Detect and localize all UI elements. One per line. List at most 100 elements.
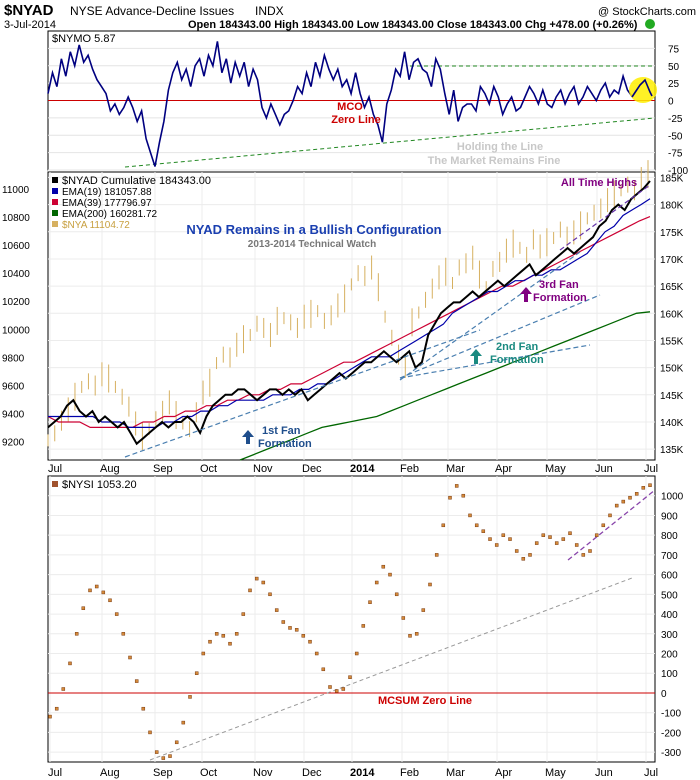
nysi-point	[61, 687, 66, 691]
nysi-xtick-label: Jul	[48, 767, 62, 779]
nysi-point	[201, 651, 206, 656]
mco-label: MCO	[337, 101, 363, 113]
nyad-xtick-label: Feb	[400, 463, 419, 475]
nysi-point	[194, 671, 199, 675]
nysi-point	[488, 537, 492, 541]
nysi-point	[74, 632, 79, 636]
nysi-point	[374, 580, 379, 585]
market-fine-label: The Market Remains Fine	[428, 155, 561, 167]
nymo-y-axis: 75 50 25 0 -25 -50 -75 -100	[668, 44, 688, 177]
nymo-support-line	[124, 117, 656, 168]
nysi-ytick-label: 100	[661, 669, 678, 680]
nysi-point	[68, 661, 72, 666]
legend-ema200: EMA(200) 160281.72	[62, 209, 158, 220]
nysi-point	[294, 628, 299, 632]
nysi-point	[581, 553, 586, 557]
nysi-ytick-label: 1000	[661, 492, 684, 503]
zero-line-label: Zero Line	[331, 114, 381, 126]
ema39-line	[47, 216, 651, 428]
nysi-point	[288, 626, 292, 630]
nysi-point	[214, 632, 219, 636]
nyad-cumulative-line	[47, 180, 651, 446]
nysi-ytick-label: 800	[661, 531, 678, 542]
ema200-line	[239, 311, 651, 461]
mcsum-zero-label: MCSUM Zero Line	[378, 695, 472, 707]
nyad-left-tick-label: 10800	[2, 213, 30, 224]
nysi-point	[208, 639, 212, 644]
nyad-right-axis: 185K 180K 175K 170K 165K 160K 155K 150K 145K 140K…	[660, 173, 684, 456]
nysi-xtick-label: Jul	[644, 767, 658, 779]
nyad-left-tick-label: 9400	[2, 410, 25, 421]
nysi-point	[421, 608, 426, 612]
nysi-point	[394, 592, 399, 597]
nysi-point	[434, 553, 439, 557]
nyad-xtick-label: May	[545, 463, 566, 475]
nysi-point	[514, 549, 519, 553]
nysi-point	[328, 685, 332, 689]
nymo-highlight-line	[631, 78, 653, 98]
nysi-point	[601, 523, 606, 528]
nysi-point	[388, 572, 392, 577]
nysi-point	[174, 740, 179, 745]
nyad-right-tick-label: 155K	[660, 336, 684, 347]
nysi-point	[588, 549, 592, 553]
nysi-point	[314, 651, 319, 656]
nysi-point	[301, 634, 306, 638]
nysi-point	[254, 576, 259, 581]
nysi-trend-line	[567, 489, 656, 561]
nysi-point	[648, 483, 652, 487]
fan1-formation-label: Formation	[258, 438, 312, 450]
nysi-ytick-label: 900	[661, 511, 678, 522]
nysi-xtick-label: Aug	[100, 767, 120, 779]
fan3-label: 3rd Fan	[539, 279, 579, 291]
all-time-highs-label: All Time Highs	[561, 177, 637, 189]
fan-line-1	[124, 329, 481, 458]
nymo-panel: 75 50 25 0 -25 -50 -75 -100 $NYMO 5.87 MCO Zero…	[47, 30, 688, 177]
nyad-right-tick-label: 135K	[660, 445, 684, 456]
nyad-xtick-label: 2014	[350, 463, 375, 475]
nysi-point	[248, 588, 252, 593]
fan2-up-arrow-icon	[470, 349, 482, 364]
nyad-left-tick-label: 10600	[2, 241, 30, 252]
nysi-xtick-label: Mar	[446, 767, 465, 779]
nysi-point	[481, 529, 486, 533]
legend-ema39: EMA(39) 177796.97	[62, 198, 152, 209]
nysi-support-line	[149, 577, 633, 761]
fan3-formation-label: Formation	[533, 292, 587, 304]
nysi-xtick-label: Sep	[153, 767, 173, 779]
legend-nya: $NYA 11104.72	[62, 220, 130, 231]
nysi-ytick-label: -100	[661, 709, 681, 720]
nysi-point	[428, 582, 432, 587]
fan-line-2	[399, 294, 601, 379]
nysi-point	[381, 564, 386, 569]
nyad-right-tick-label: 170K	[660, 255, 684, 266]
nymo-ytick-label: -100	[668, 166, 688, 177]
nyad-xtick-label: Oct	[200, 463, 217, 475]
nysi-point	[494, 543, 499, 547]
nysi-point	[521, 557, 526, 561]
nysi-point	[501, 533, 506, 537]
nymo-ytick-label: 75	[668, 44, 680, 55]
nya-price-bars	[47, 160, 649, 451]
nysi-point	[101, 590, 106, 595]
nysi-point	[114, 612, 119, 616]
nysi-point	[508, 537, 512, 541]
chart-date: 3-Jul-2014	[4, 19, 56, 31]
nysi-xtick-label: Jun	[595, 767, 613, 779]
nysi-y-axis: 10009008007006005004003002001000-100-200…	[661, 492, 684, 759]
nyad-x-axis: Jul Aug Sep Oct Nov Dec 2014 Feb Mar Apr May Jun Jul	[48, 463, 658, 475]
nysi-points	[48, 483, 652, 760]
nyad-right-tick-label: 160K	[660, 309, 684, 320]
nyad-title: NYAD Remains in a Bullish Configuration	[186, 222, 441, 237]
legend-swatch-nysi	[52, 481, 58, 487]
nysi-ytick-label: 600	[661, 571, 678, 582]
nysi-xtick-label: 2014	[350, 767, 375, 779]
nysi-point	[141, 706, 146, 711]
nyad-left-tick-label: 9800	[2, 353, 25, 364]
nysi-point	[108, 598, 112, 603]
nysi-point	[48, 714, 52, 719]
nyad-left-tick-label: 10200	[2, 297, 30, 308]
nymo-series-line	[47, 41, 633, 167]
nysi-point	[541, 533, 546, 537]
